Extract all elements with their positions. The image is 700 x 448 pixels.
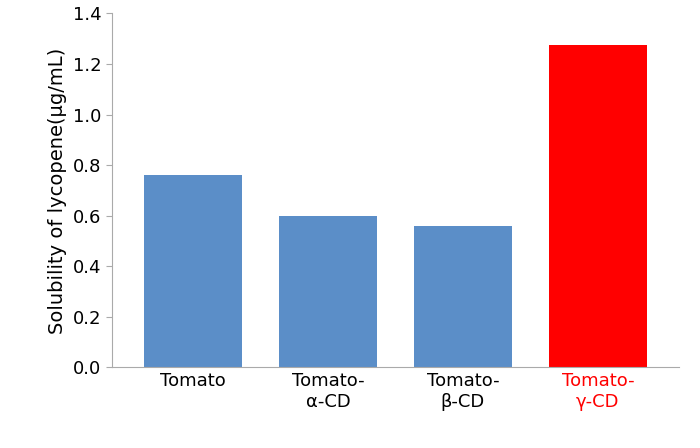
Bar (144, 175, 241, 367)
Bar (414, 226, 512, 367)
Bar (550, 45, 647, 367)
Y-axis label: Solubility of lycopene(μg/mL): Solubility of lycopene(μg/mL) (48, 47, 67, 333)
Bar (279, 216, 377, 367)
